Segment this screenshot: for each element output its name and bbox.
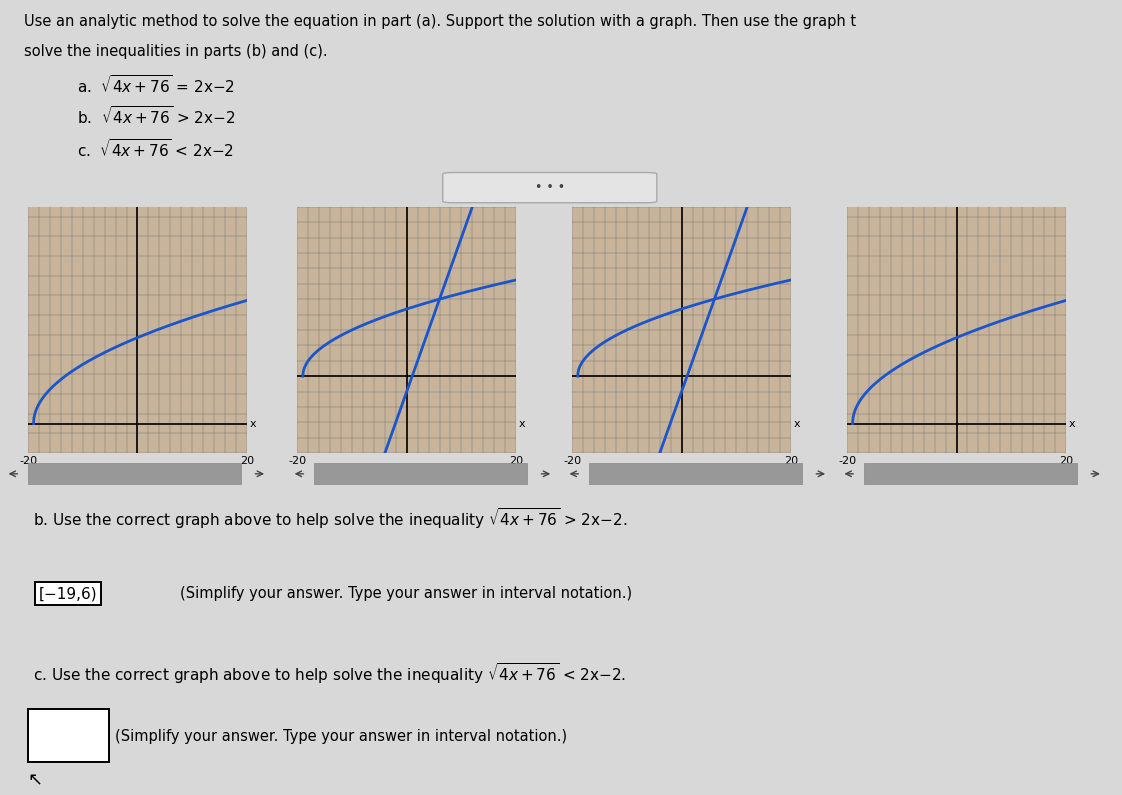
Text: b. Use the correct graph above to help solve the inequality $\sqrt{4x+76}$ > 2x−: b. Use the correct graph above to help s… — [33, 506, 627, 531]
Text: x: x — [1068, 419, 1075, 429]
Text: a.  $\sqrt{4x+76}$ = 2x−2: a. $\sqrt{4x+76}$ = 2x−2 — [76, 75, 234, 96]
Text: [−19,6): [−19,6) — [38, 587, 98, 601]
Text: • • •: • • • — [535, 181, 564, 194]
Text: Use an analytic method to solve the equation in part (a). Support the solution w: Use an analytic method to solve the equa… — [25, 14, 856, 29]
Text: c.  $\sqrt{4x+76}$ < 2x−2: c. $\sqrt{4x+76}$ < 2x−2 — [76, 138, 233, 160]
Text: x: x — [249, 419, 256, 429]
Text: c. Use the correct graph above to help solve the inequality $\sqrt{4x+76}$ < 2x−: c. Use the correct graph above to help s… — [33, 661, 626, 686]
FancyBboxPatch shape — [28, 708, 109, 762]
Text: (Simplify your answer. Type your answer in interval notation.): (Simplify your answer. Type your answer … — [114, 730, 567, 744]
Text: b.  $\sqrt{4x+76}$ > 2x−2: b. $\sqrt{4x+76}$ > 2x−2 — [76, 105, 234, 126]
FancyBboxPatch shape — [864, 463, 1077, 484]
Text: x: x — [518, 419, 525, 429]
FancyBboxPatch shape — [443, 173, 656, 203]
FancyBboxPatch shape — [589, 463, 802, 484]
Text: ↖: ↖ — [28, 771, 43, 789]
FancyBboxPatch shape — [28, 463, 241, 484]
FancyBboxPatch shape — [314, 463, 527, 484]
Text: x: x — [793, 419, 800, 429]
Text: (Simplify your answer. Type your answer in interval notation.): (Simplify your answer. Type your answer … — [180, 587, 632, 601]
Text: solve the inequalities in parts (b) and (c).: solve the inequalities in parts (b) and … — [25, 45, 328, 59]
